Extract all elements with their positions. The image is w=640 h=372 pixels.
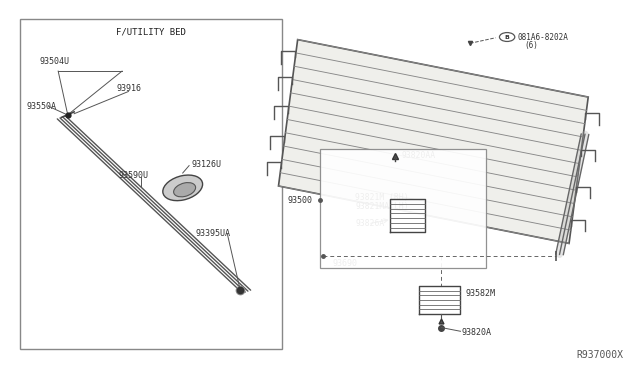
Text: 93550A: 93550A — [26, 102, 56, 111]
Text: B: B — [505, 35, 509, 39]
Text: 93126U: 93126U — [191, 160, 221, 169]
Text: (6): (6) — [524, 41, 538, 51]
Text: 93395UA: 93395UA — [195, 229, 230, 238]
Text: 081A6-8202A: 081A6-8202A — [518, 32, 569, 42]
Text: R937000X: R937000X — [577, 350, 623, 360]
Bar — [320, 149, 486, 267]
Text: 93821M (RH): 93821M (RH) — [355, 193, 409, 202]
Text: 93582M: 93582M — [466, 289, 495, 298]
Text: 93821MA(LH): 93821MA(LH) — [355, 202, 409, 211]
Text: 93504U: 93504U — [39, 57, 69, 66]
Text: F/UTILITY BED: F/UTILITY BED — [116, 28, 186, 37]
Bar — [20, 19, 282, 349]
Text: 93590U: 93590U — [119, 171, 149, 180]
Text: 93690: 93690 — [333, 259, 358, 268]
Text: 93916: 93916 — [117, 84, 142, 93]
Ellipse shape — [173, 183, 196, 197]
Polygon shape — [278, 39, 588, 243]
Text: 93820A: 93820A — [462, 328, 492, 337]
Ellipse shape — [163, 175, 203, 201]
Text: 93820AA: 93820AA — [402, 151, 436, 160]
Text: 93500: 93500 — [287, 196, 312, 205]
Text: 93826A: 93826A — [355, 219, 385, 228]
